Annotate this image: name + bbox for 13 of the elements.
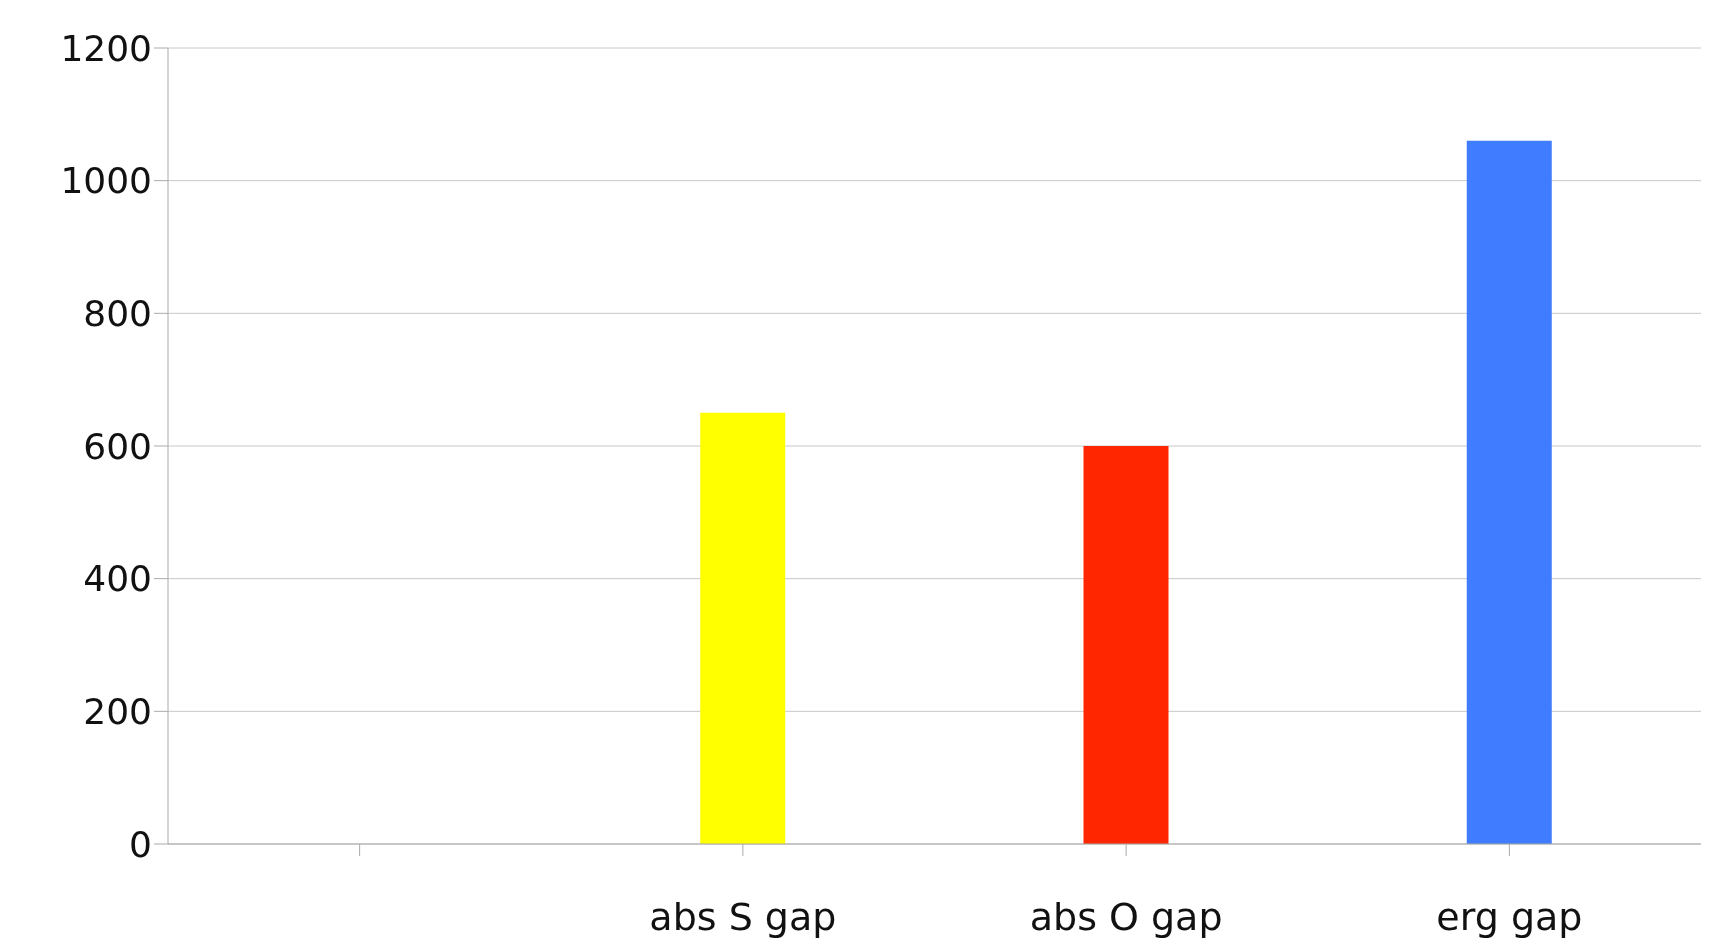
bar xyxy=(700,412,786,844)
bar xyxy=(1466,140,1552,844)
y-tick-label: 400 xyxy=(83,558,152,600)
y-tick-label: 600 xyxy=(83,425,152,467)
x-tick-label: erg gap xyxy=(1436,894,1583,939)
y-tick-label: 0 xyxy=(129,823,152,865)
y-tick-label: 800 xyxy=(83,293,152,335)
y-tick-label: 1200 xyxy=(60,27,152,69)
x-tick-label: abs S gap xyxy=(649,894,837,939)
y-tick-label: 200 xyxy=(83,691,152,733)
y-tick-label: 1000 xyxy=(60,160,152,202)
x-tick-label: abs O gap xyxy=(1029,894,1223,939)
bar xyxy=(1083,446,1169,844)
